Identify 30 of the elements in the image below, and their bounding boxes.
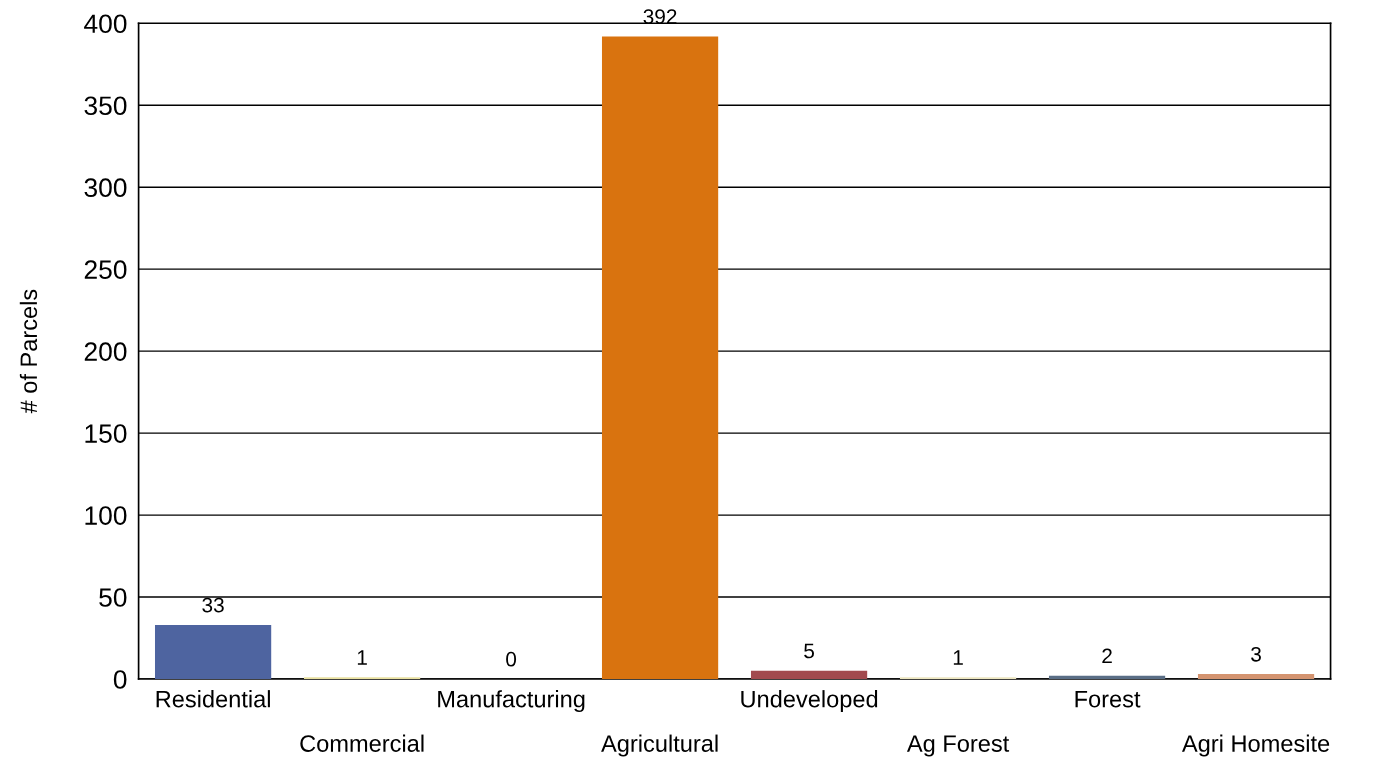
data-label: 2 xyxy=(1102,648,1112,664)
y-tick-label: 250 xyxy=(84,260,127,279)
x-tick-label: Manufacturing xyxy=(438,690,585,713)
bar xyxy=(750,670,868,679)
x-tick-label: Forest xyxy=(1075,690,1141,708)
y-tick-label: 100 xyxy=(85,506,127,525)
data-label: 5 xyxy=(804,643,814,659)
y-tick-label: 400 xyxy=(84,14,127,34)
y-tick-label: 200 xyxy=(84,342,127,361)
x-tick-label: Ag Forest xyxy=(906,735,1010,757)
x-tick-label: Commercial xyxy=(300,734,424,752)
x-tick-label: Residential xyxy=(156,690,270,708)
data-label: 1 xyxy=(953,650,963,665)
data-label: 33 xyxy=(202,597,224,613)
data-label: 1 xyxy=(357,650,367,665)
bar xyxy=(601,36,719,679)
y-axis-title: # of Parcels xyxy=(19,289,38,414)
data-label: 3 xyxy=(1251,646,1261,662)
x-tick-label: Agricultural xyxy=(601,734,718,757)
bar xyxy=(1048,675,1166,679)
y-tick-label: 0 xyxy=(113,670,127,689)
y-tick-label: 350 xyxy=(84,96,127,116)
bar xyxy=(1197,674,1315,679)
x-tick-label: Agri Homesite xyxy=(1181,734,1330,757)
y-tick-label: 50 xyxy=(99,588,127,607)
x-tick-label: Undeveloped xyxy=(741,690,878,713)
y-tick-label: 300 xyxy=(84,178,127,198)
data-label: 0 xyxy=(506,651,517,667)
y-tick-label: 150 xyxy=(85,424,127,443)
bar xyxy=(154,624,272,679)
